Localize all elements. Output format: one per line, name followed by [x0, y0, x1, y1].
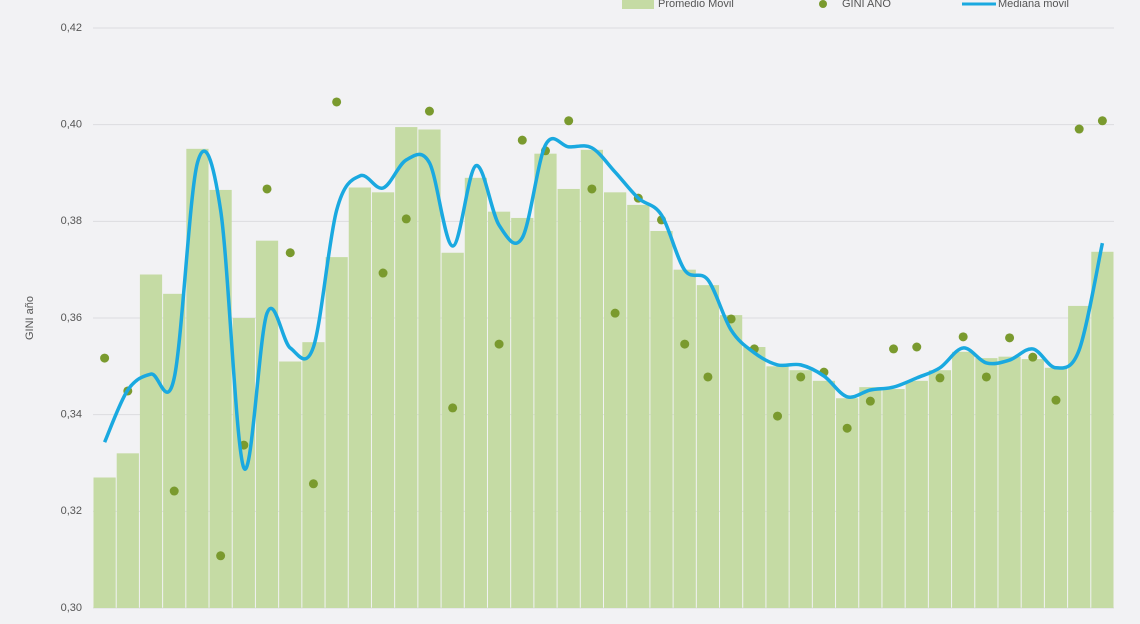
bar [859, 387, 882, 608]
bar [789, 370, 812, 608]
bar [557, 188, 580, 608]
bar [279, 361, 302, 608]
dot [332, 97, 342, 107]
dot [1051, 395, 1061, 405]
dot [796, 372, 806, 382]
dot [981, 372, 991, 382]
bar [511, 217, 534, 608]
bar [116, 453, 139, 608]
dot [517, 135, 527, 145]
dot [773, 411, 783, 421]
y-tick-label: 0,40 [61, 119, 82, 131]
bar [1091, 251, 1114, 609]
y-axis-label: GINI año [24, 296, 36, 340]
dot [424, 106, 434, 116]
legend-label: Promedio Movil [658, 0, 734, 10]
dot [448, 403, 458, 413]
bar [163, 293, 186, 608]
bar [1044, 367, 1068, 608]
bar [93, 477, 116, 608]
bar [580, 149, 603, 609]
dot [842, 423, 852, 433]
bar [604, 192, 627, 609]
bar [487, 211, 511, 608]
legend-label: Mediana movil [998, 0, 1069, 10]
dot [912, 342, 922, 352]
dot [726, 314, 736, 324]
bar [882, 389, 905, 608]
line [102, 137, 1105, 471]
dot [564, 116, 574, 126]
y-tick-label: 0,38 [61, 215, 82, 227]
dot [285, 248, 295, 258]
bar [395, 127, 418, 608]
y-tick-label: 0,36 [61, 312, 82, 324]
bar [673, 269, 696, 608]
bar [812, 380, 836, 608]
dot [216, 551, 226, 561]
dot [703, 372, 713, 382]
bar [255, 240, 279, 608]
y-tick-label: 0,34 [61, 409, 82, 421]
bar [766, 366, 789, 608]
dot [1097, 116, 1107, 126]
bar [743, 347, 766, 608]
dot [169, 486, 179, 496]
dot [587, 184, 597, 194]
dot [1028, 352, 1038, 362]
dot [401, 214, 411, 224]
bar [186, 148, 209, 609]
bar [139, 274, 163, 608]
bar [928, 370, 952, 608]
bar [302, 342, 325, 608]
dot [935, 373, 945, 383]
bar [371, 192, 395, 609]
dot [262, 184, 272, 194]
dot [378, 268, 388, 278]
bar [1021, 359, 1044, 608]
dot [100, 353, 110, 363]
dot [610, 308, 620, 318]
dot [958, 332, 968, 342]
y-tick-label: 0,42 [61, 22, 82, 34]
legend-label: GINI AÑO [842, 0, 891, 10]
bar [952, 351, 975, 608]
dot [680, 339, 690, 349]
bar [627, 204, 650, 608]
bar [1068, 305, 1091, 608]
y-tick-label: 0,32 [61, 505, 82, 517]
bar [975, 358, 998, 608]
bar [418, 129, 441, 608]
bar [441, 252, 464, 608]
bar [209, 189, 232, 608]
legend-swatch [622, 0, 654, 9]
bar [534, 153, 557, 608]
dot [865, 396, 875, 406]
dot [308, 479, 318, 489]
y-tick-label: 0,30 [61, 602, 82, 614]
bar [720, 315, 743, 608]
bar [650, 231, 673, 608]
bar [696, 285, 720, 608]
legend-swatch [819, 0, 827, 8]
bar [836, 398, 859, 608]
dot [1005, 333, 1015, 343]
bar [348, 187, 371, 608]
dot [889, 344, 899, 354]
bar [464, 177, 487, 609]
bar [905, 380, 928, 608]
dot [1074, 124, 1084, 134]
bar [998, 356, 1021, 608]
dot [494, 339, 504, 349]
bar [325, 257, 348, 608]
